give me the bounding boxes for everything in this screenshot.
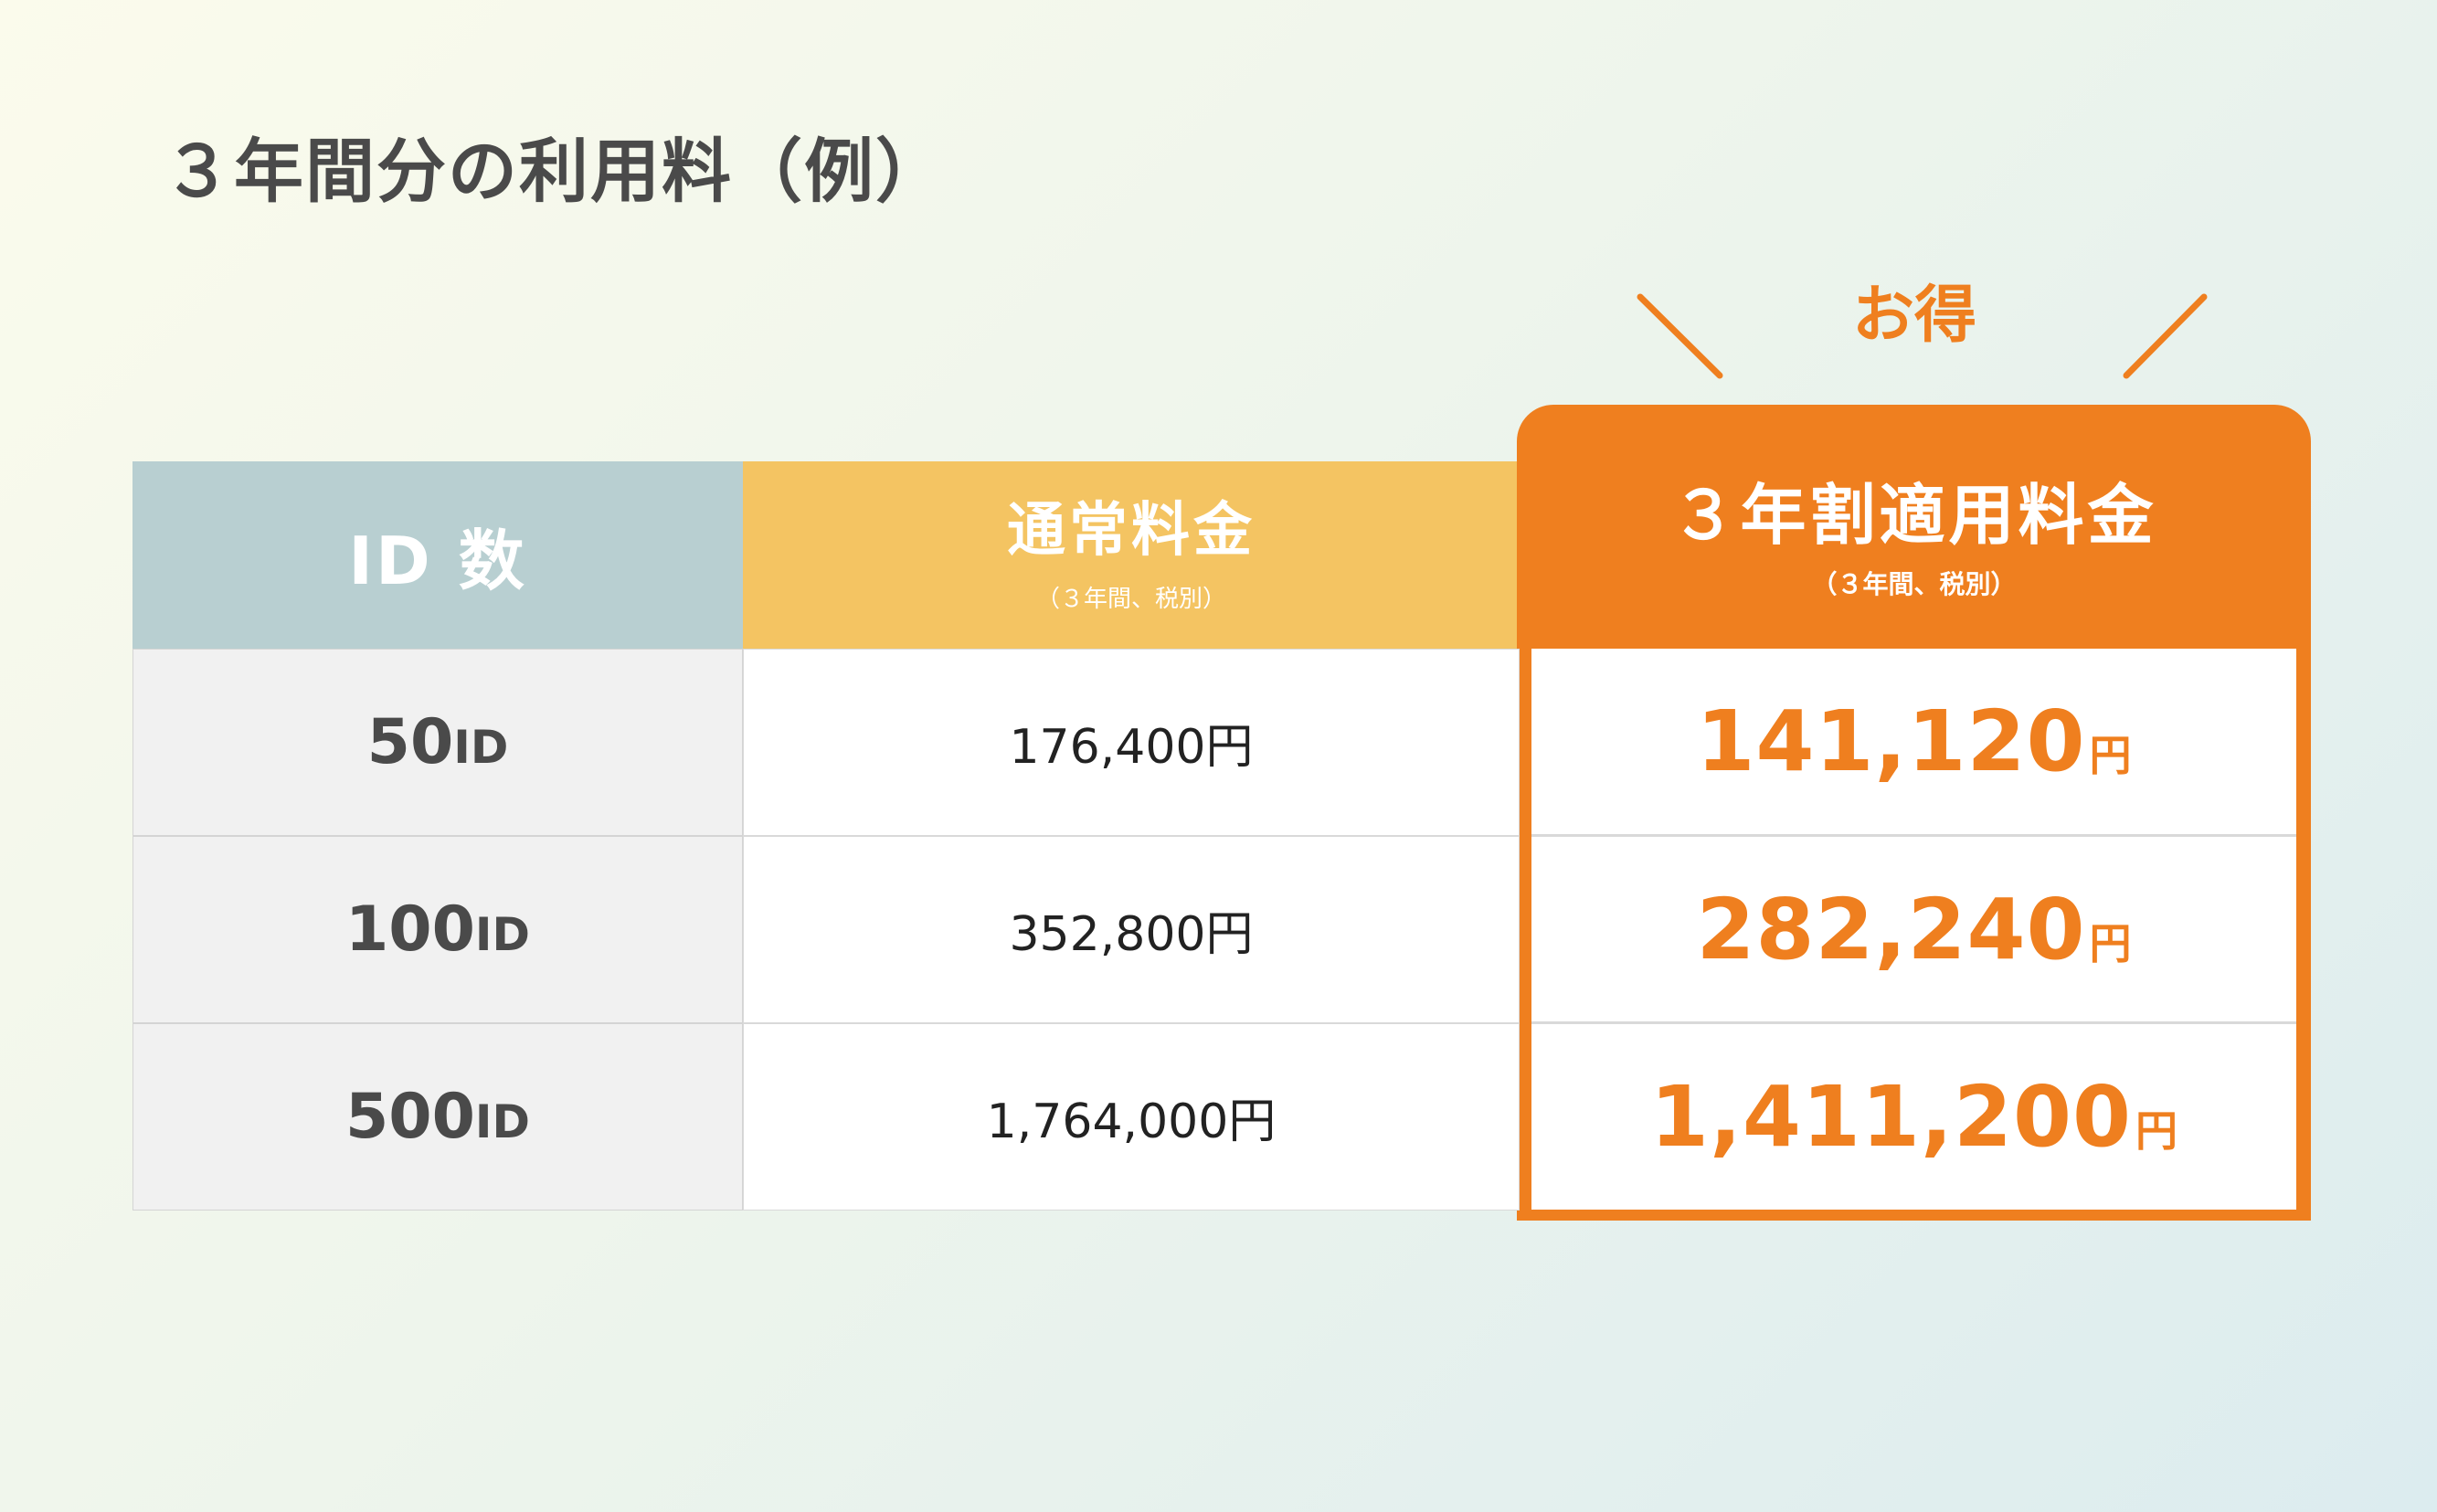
row-divider <box>1531 1021 2296 1024</box>
table-row-id-cell: 500 ID <box>132 1023 743 1211</box>
discount-price-unit: 円 <box>2089 919 2132 968</box>
id-unit: ID <box>453 721 509 774</box>
column-header-regular: 通常料金 （３年間、税別） <box>743 461 1520 649</box>
discount-price-unit: 円 <box>2135 1106 2177 1156</box>
otoku-label: お得 <box>1851 280 1976 352</box>
discount-price: 1,411,200 <box>1650 1068 2132 1166</box>
column-header-discount-sub: （３年間、税別） <box>1811 569 2017 600</box>
id-count: 500 <box>344 1081 475 1153</box>
row-divider <box>1531 834 2296 837</box>
column-header-regular-label: 通常料金 <box>1007 496 1256 565</box>
discount-price-unit: 円 <box>2089 731 2132 780</box>
regular-price: 1,764,000円 <box>986 1094 1277 1149</box>
column-header-id-label: ID 数 <box>348 523 527 599</box>
table-row-regular-cell: 176,400円 <box>743 649 1520 836</box>
ray-left <box>1637 293 1723 379</box>
regular-price: 352,800円 <box>1009 907 1254 962</box>
ray-right <box>2123 293 2208 379</box>
table-row-regular-cell: 352,800円 <box>743 836 1520 1023</box>
regular-price: 176,400円 <box>1009 720 1254 775</box>
column-header-discount-label: ３年割適用料金 <box>1670 476 2157 554</box>
table-row-id-cell: 100 ID <box>132 836 743 1023</box>
table-row-discount-cell: 1,411,200 円 <box>1531 1024 2296 1210</box>
column-header-regular-sub: （３年間、税別） <box>1035 586 1226 614</box>
table-row-regular-cell: 1,764,000円 <box>743 1023 1520 1211</box>
column-header-id: ID 数 <box>132 461 743 649</box>
discount-price: 282,240 <box>1696 881 2086 978</box>
column-header-discount: ３年割適用料金 （３年間、税別） <box>1517 405 2311 649</box>
id-unit: ID <box>474 908 531 961</box>
table-row-discount-cell: 141,120 円 <box>1531 649 2296 834</box>
id-count: 100 <box>344 893 475 966</box>
id-unit: ID <box>474 1095 531 1148</box>
table-row-discount-cell: 282,240 円 <box>1531 837 2296 1022</box>
page-title: ３年間分の利用料（例） <box>163 131 947 212</box>
discount-price: 141,120 <box>1696 693 2086 790</box>
id-count: 50 <box>366 706 454 778</box>
table-row-id-cell: 50 ID <box>132 649 743 836</box>
